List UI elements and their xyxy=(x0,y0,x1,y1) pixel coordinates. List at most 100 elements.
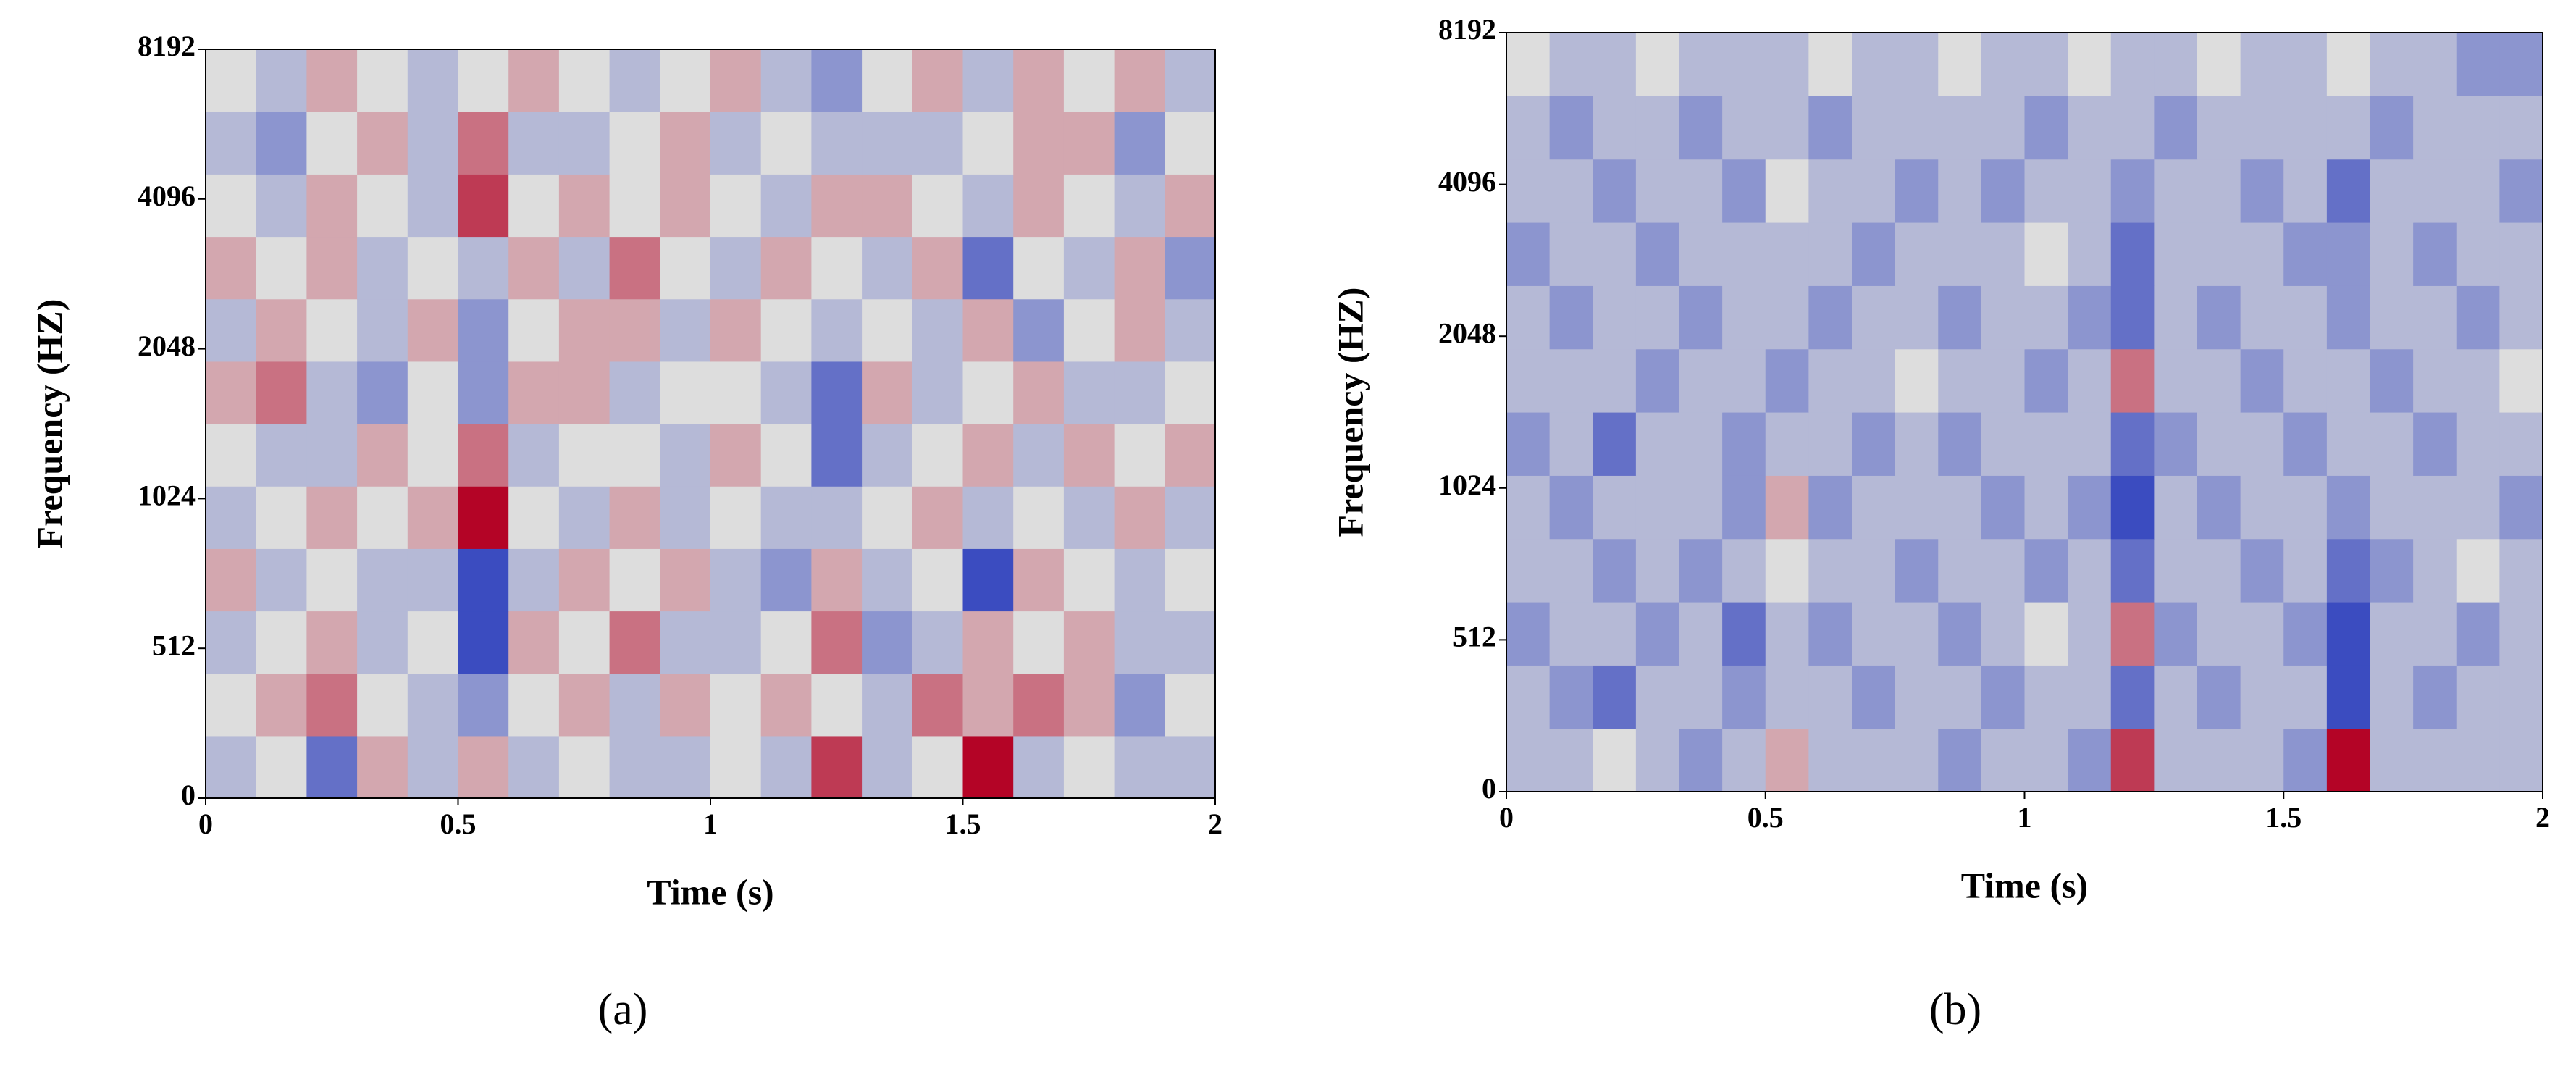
heatmap-cell xyxy=(710,548,762,612)
heatmap-cell xyxy=(458,236,509,300)
heatmap-cell xyxy=(508,548,560,612)
heatmap-cell xyxy=(862,735,913,799)
heatmap-cell xyxy=(660,424,711,487)
heatmap-cell xyxy=(1549,159,1593,223)
heatmap-cell xyxy=(710,611,762,674)
heatmap-cell xyxy=(1063,548,1115,612)
heatmap-cell xyxy=(206,486,257,549)
heatmap-cell xyxy=(660,174,711,238)
heatmap-cell xyxy=(1063,424,1115,487)
y-tick-label: 1024 xyxy=(138,479,196,512)
heatmap-cell xyxy=(1635,285,1680,350)
heatmap-cell xyxy=(2456,538,2500,603)
heatmap-cell xyxy=(2197,412,2241,476)
heatmap-cell xyxy=(660,361,711,424)
heatmap-cell xyxy=(2413,665,2457,729)
heatmap-cell xyxy=(2499,159,2543,223)
heatmap-cell xyxy=(2413,412,2457,476)
heatmap-cell xyxy=(1506,412,1551,476)
heatmap-cell xyxy=(306,424,358,487)
heatmap-cell xyxy=(2197,285,2241,350)
heatmap-cell xyxy=(2240,665,2284,729)
heatmap-cell xyxy=(609,49,660,112)
heatmap-cell xyxy=(2110,348,2155,413)
heatmap-cell xyxy=(1895,285,1939,350)
heatmap-cell xyxy=(962,548,1014,612)
heatmap-cell xyxy=(710,112,762,175)
heatmap-cell xyxy=(2326,285,2371,350)
heatmap-cell xyxy=(1765,33,1809,96)
heatmap-cell xyxy=(1635,412,1680,476)
heatmap-cell xyxy=(1722,159,1766,223)
heatmap-cell xyxy=(1808,538,1853,603)
heatmap-cell xyxy=(306,548,358,612)
heatmap-cell xyxy=(710,673,762,737)
heatmap-cell xyxy=(2154,665,2198,729)
heatmap-cell xyxy=(609,236,660,300)
heatmap-cell xyxy=(1506,96,1551,160)
heatmap-cell xyxy=(1938,538,1982,603)
heatmap-cell xyxy=(1679,285,1723,350)
heatmap-cell xyxy=(1679,96,1723,160)
heatmap-cell xyxy=(508,424,560,487)
heatmap-cell xyxy=(2413,728,2457,792)
heatmap-cell xyxy=(660,735,711,799)
x-tick-label: 0 xyxy=(198,808,213,840)
heatmap-cell xyxy=(206,49,257,112)
heatmap-cell xyxy=(1549,538,1593,603)
heatmap-cell xyxy=(2283,348,2328,413)
heatmap-cell xyxy=(1165,486,1216,549)
heatmap-cell xyxy=(1593,33,1637,96)
heatmap-cell xyxy=(1852,665,1896,729)
heatmap-cell xyxy=(2068,159,2112,223)
heatmap-cell xyxy=(660,548,711,612)
heatmap-cell xyxy=(2283,602,2328,666)
heatmap-cell xyxy=(1852,33,1896,96)
heatmap-cell xyxy=(256,298,307,362)
heatmap-cell xyxy=(2456,602,2500,666)
heatmap-cell xyxy=(1808,728,1853,792)
heatmap-cell xyxy=(1114,236,1165,300)
heatmap-cell xyxy=(660,49,711,112)
heatmap-cell xyxy=(1679,222,1723,286)
heatmap-cell xyxy=(1895,602,1939,666)
heatmap-cell xyxy=(710,424,762,487)
x-tick-label: 1 xyxy=(703,808,718,840)
heatmap-cell xyxy=(1165,361,1216,424)
heatmap-cell xyxy=(1722,665,1766,729)
heatmap-cell xyxy=(508,298,560,362)
heatmap-cell xyxy=(2326,348,2371,413)
heatmap-cell xyxy=(1765,728,1809,792)
heatmap-cell xyxy=(912,174,964,238)
heatmap-cell xyxy=(2110,412,2155,476)
heatmap-cell xyxy=(2456,728,2500,792)
heatmap-cell xyxy=(760,424,812,487)
heatmap-cell xyxy=(2283,728,2328,792)
heatmap-cell xyxy=(912,236,964,300)
heatmap-cell xyxy=(811,236,863,300)
heatmap-cell xyxy=(306,486,358,549)
x-tick-label: 2 xyxy=(2535,801,2550,834)
heatmap-cell xyxy=(962,735,1014,799)
heatmap-cell xyxy=(1549,412,1593,476)
heatmap-cell xyxy=(1506,538,1551,603)
heatmap-cell xyxy=(760,174,812,238)
x-tick-label: 0.5 xyxy=(1748,801,1784,834)
heatmap-cell xyxy=(811,611,863,674)
heatmap-cell xyxy=(1852,538,1896,603)
heatmap-cell xyxy=(1852,285,1896,350)
heatmap-cell xyxy=(2110,96,2155,160)
heatmap-cell xyxy=(558,112,611,175)
heatmap-cell xyxy=(1549,96,1593,160)
heatmap-cell xyxy=(760,486,812,549)
heatmap-cell xyxy=(2240,602,2284,666)
heatmap-cell xyxy=(1013,174,1065,238)
heatmap-cell xyxy=(2068,475,2112,540)
heatmap-cell xyxy=(2197,222,2241,286)
heatmap-cell xyxy=(1765,538,1809,603)
heatmap-cell xyxy=(256,361,307,424)
heatmap-cell xyxy=(1765,475,1809,540)
heatmap-cell xyxy=(458,611,509,674)
heatmap-cell xyxy=(912,735,964,799)
